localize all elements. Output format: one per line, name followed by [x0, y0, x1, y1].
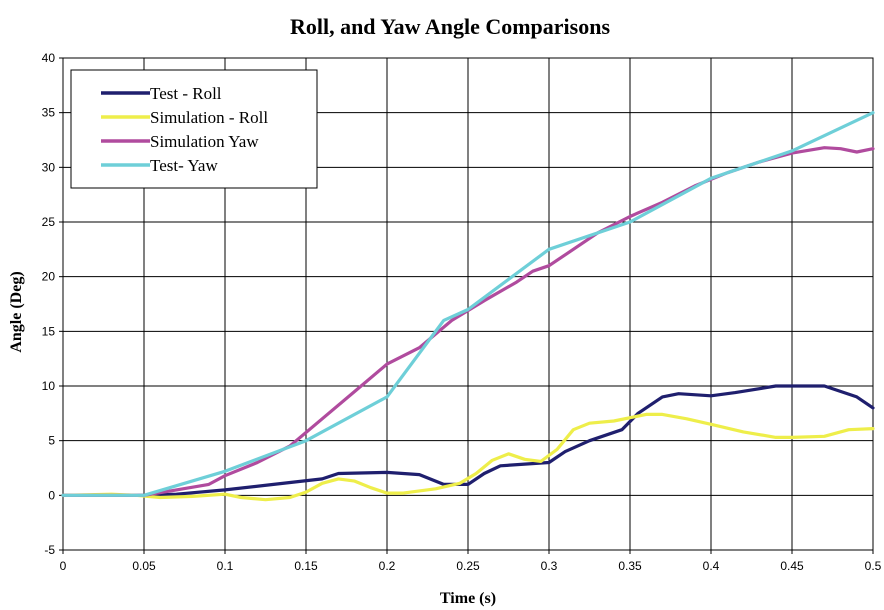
x-tick-label: 0.05 — [132, 559, 156, 573]
legend: Test - Roll Simulation - Roll Simulation Y… — [70, 69, 318, 189]
legend-label: Simulation - Roll — [150, 108, 268, 127]
x-tick-label: 0.1 — [217, 559, 234, 573]
series-line-1 — [61, 384, 875, 497]
x-tick-label: 0.3 — [541, 559, 558, 573]
x-tick-label: 0.35 — [618, 559, 642, 573]
chart-title: Roll, and Yaw Angle Comparisons — [290, 14, 611, 39]
x-tick-label: 0.45 — [780, 559, 804, 573]
x-tick-label: 0.5 — [865, 559, 882, 573]
series-line-2 — [61, 412, 875, 502]
y-tick-label: 35 — [42, 106, 56, 120]
x-tick-label: 0.2 — [379, 559, 396, 573]
legend-label: Simulation Yaw — [150, 132, 259, 151]
y-tick-label: 25 — [42, 215, 56, 229]
x-tick-label: 0.25 — [456, 559, 480, 573]
x-tick-label: 0.4 — [703, 559, 720, 573]
series-layer — [61, 111, 875, 502]
y-axis-title: Angle (Deg) — [8, 271, 25, 352]
legend-label: Test- Yaw — [150, 156, 218, 175]
y-tick-label: 0 — [48, 488, 55, 502]
y-tick-label: 15 — [42, 324, 56, 338]
y-tick-label: 5 — [48, 434, 55, 448]
axis-ticks: 0 0.05 0.1 0.15 0.2 0.25 0.3 0.35 0.4 0.45 0.5 -5 0 5… — [42, 51, 882, 573]
y-tick-label: -5 — [44, 543, 55, 557]
series-line-4 — [61, 111, 875, 497]
y-tick-label: 30 — [42, 160, 56, 174]
legend-box — [70, 69, 318, 189]
x-axis-title: Time (s) — [440, 590, 496, 607]
y-tick-label: 20 — [42, 270, 56, 284]
y-tick-label: 40 — [42, 51, 56, 65]
x-tick-label: 0 — [60, 559, 67, 573]
y-tick-label: 10 — [42, 379, 56, 393]
x-tick-label: 0.15 — [294, 559, 318, 573]
legend-label: Test - Roll — [150, 84, 222, 103]
